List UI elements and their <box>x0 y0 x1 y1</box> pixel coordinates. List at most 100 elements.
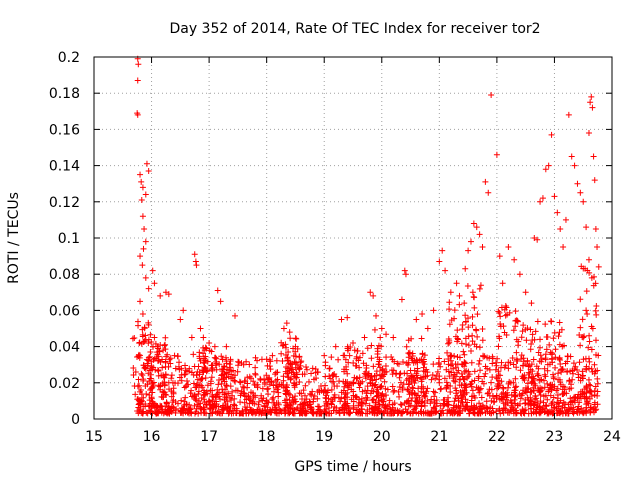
scatter-point-bg <box>497 372 504 379</box>
scatter-point-bg <box>564 367 571 374</box>
scatter-point-bg <box>579 368 586 375</box>
scatter-point-bg <box>265 385 272 392</box>
scatter-point-burst <box>542 351 549 358</box>
scatter-point-burst <box>353 394 360 401</box>
scatter-point-bg <box>443 384 450 391</box>
scatter-point-burst <box>476 344 483 351</box>
scatter-point-bg <box>574 406 581 413</box>
scatter-point-bg <box>362 387 369 394</box>
scatter-point-bg <box>230 401 237 408</box>
scatter-point <box>134 111 141 118</box>
scatter-point-burst <box>292 335 299 342</box>
scatter-point-burst <box>520 322 527 329</box>
scatter-point-burst <box>451 371 458 378</box>
scatter-point-bg <box>259 385 266 392</box>
scatter-point-burst <box>147 365 154 372</box>
scatter-point-bg <box>437 363 444 370</box>
scatter-point-burst <box>144 381 151 388</box>
scatter-point-burst <box>377 334 384 341</box>
scatter-point <box>591 370 598 377</box>
scatter-point-bg <box>456 376 463 383</box>
scatter-point-bg <box>324 389 331 396</box>
scatter-point-burst <box>558 326 565 333</box>
scatter-point <box>138 196 145 203</box>
scatter-point-bg <box>474 410 481 417</box>
scatter-point-bg <box>399 359 406 366</box>
scatter-point-bg <box>409 394 416 401</box>
scatter-point-burst <box>469 332 476 339</box>
scatter-point-burst <box>552 346 559 353</box>
data-marks <box>129 55 602 417</box>
scatter-point-burst <box>542 373 549 380</box>
scatter-point-bg <box>312 366 319 373</box>
scatter-point-bg <box>451 408 458 415</box>
scatter-point-bg <box>430 361 437 368</box>
scatter-point-burst <box>213 366 220 373</box>
scatter-point-burst <box>465 315 472 322</box>
scatter-point-bg <box>594 367 601 374</box>
scatter-point-burst <box>218 372 225 379</box>
scatter-point-bg <box>550 394 557 401</box>
scatter-point-burst <box>459 393 466 400</box>
scatter-point-burst <box>134 396 141 403</box>
scatter-point-burst <box>543 346 550 353</box>
scatter-point <box>378 325 385 332</box>
scatter-point <box>240 361 247 368</box>
scatter-point-bg <box>272 371 279 378</box>
scatter-point-bg <box>303 363 310 370</box>
scatter-point-burst <box>403 360 410 367</box>
scatter-point-burst <box>478 394 485 401</box>
scatter-point-bg <box>262 406 269 413</box>
scatter-point-bg <box>274 386 281 393</box>
scatter-point-bg <box>481 373 488 380</box>
scatter-point-burst <box>577 342 584 349</box>
scatter-point-bg <box>485 389 492 396</box>
scatter-point-bg <box>181 371 188 378</box>
scatter-point-bg <box>246 400 253 407</box>
scatter-point-burst <box>340 387 347 394</box>
scatter-point-burst <box>223 383 230 390</box>
scatter-point-burst <box>468 347 475 354</box>
scatter-point-burst <box>350 359 357 366</box>
scatter-point-burst <box>132 391 139 398</box>
scatter-point-burst <box>140 362 147 369</box>
x-tick-label: 21 <box>430 429 448 445</box>
scatter-point-burst <box>352 362 359 369</box>
scatter-point-burst <box>548 386 555 393</box>
scatter-point-burst <box>350 388 357 395</box>
scatter-point-bg <box>415 385 422 392</box>
scatter-point-burst <box>513 349 520 356</box>
scatter-point-bg <box>322 359 329 366</box>
scatter-point <box>269 352 276 359</box>
scatter-point-burst <box>587 389 594 396</box>
scatter-point-burst <box>345 384 352 391</box>
scatter-point-burst <box>512 375 519 382</box>
scatter-point-burst <box>350 402 357 409</box>
scatter-point-bg <box>527 405 534 412</box>
scatter-point-burst <box>161 342 168 349</box>
scatter-point <box>430 307 437 314</box>
scatter-point-bg <box>568 385 575 392</box>
scatter-point <box>554 209 561 216</box>
scatter-point-burst <box>497 313 504 320</box>
scatter-point-bg <box>291 410 298 417</box>
scatter-point <box>283 320 290 327</box>
scatter-point-burst <box>508 391 515 398</box>
scatter-point-bg <box>405 375 412 382</box>
scatter-point <box>298 358 305 365</box>
scatter-point <box>565 111 572 118</box>
scatter-point-bg <box>476 389 483 396</box>
scatter-point-bg <box>569 409 576 416</box>
y-tick-labels: 0 0.02 0.04 0.06 0.08 0.1 0.12 0.14 0.16 0.18 0.2 <box>49 50 80 428</box>
scatter-point-burst <box>161 379 168 386</box>
scatter-point <box>583 224 590 231</box>
scatter-point-bg <box>178 404 185 411</box>
scatter-point-bg <box>544 380 551 387</box>
scatter-point-burst <box>362 375 369 382</box>
scatter-point-burst <box>452 385 459 392</box>
scatter-point-burst <box>461 376 468 383</box>
scatter-point-burst <box>287 335 294 342</box>
y-tick-label: 0.16 <box>49 122 80 138</box>
scatter-point <box>139 184 146 191</box>
scatter-point-burst <box>157 386 164 393</box>
